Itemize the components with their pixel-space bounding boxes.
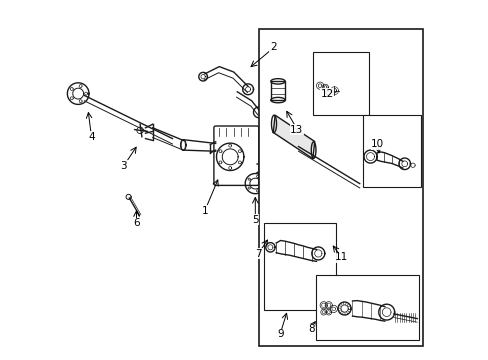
Text: 8: 8 bbox=[307, 324, 314, 334]
Text: 3: 3 bbox=[121, 161, 127, 171]
Text: 7: 7 bbox=[255, 249, 262, 259]
Text: 5: 5 bbox=[251, 215, 258, 225]
Text: 13: 13 bbox=[289, 125, 303, 135]
FancyBboxPatch shape bbox=[213, 126, 258, 185]
Text: 12: 12 bbox=[320, 89, 333, 99]
Text: 2: 2 bbox=[269, 42, 276, 52]
Text: 6: 6 bbox=[133, 218, 140, 228]
Text: 4: 4 bbox=[88, 132, 95, 142]
Bar bbox=[270, 81, 285, 100]
Bar bbox=[312, 52, 368, 115]
Text: 1: 1 bbox=[201, 206, 208, 216]
Text: 10: 10 bbox=[370, 139, 384, 149]
Bar bbox=[316, 275, 418, 340]
Bar bbox=[363, 115, 420, 187]
Bar bbox=[258, 29, 422, 346]
Bar bbox=[264, 223, 336, 310]
Text: 11: 11 bbox=[334, 252, 347, 262]
Polygon shape bbox=[273, 115, 314, 159]
Text: 9: 9 bbox=[277, 329, 283, 339]
